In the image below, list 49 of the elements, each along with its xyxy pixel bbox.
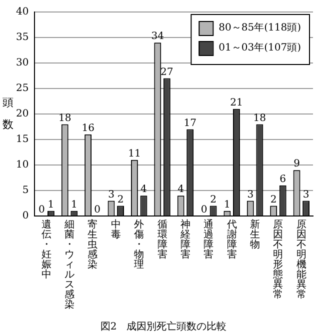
x-tick-label: 神経障害 [179, 218, 190, 261]
x-tick-label: 外傷・物理 [134, 220, 144, 271]
data-label: 27 [160, 66, 174, 78]
data-label: 0 [94, 204, 101, 216]
data-label: 0 [38, 204, 45, 216]
data-label: 2 [117, 194, 124, 206]
data-label: 3 [302, 189, 310, 200]
data-label: 1 [48, 199, 54, 210]
data-label: 4 [140, 184, 147, 196]
data-label: 9 [294, 158, 300, 170]
data-label: 2 [210, 194, 216, 206]
x-tick-label: 原因不明形態異常 [272, 220, 284, 301]
data-label: 1 [70, 199, 78, 210]
data-label: 3 [108, 189, 114, 200]
x-tick-label: 新生物 [250, 218, 260, 251]
data-label: 0 [200, 204, 208, 216]
y-tick-label: 30 [16, 58, 29, 69]
y-tick-label: 35 [16, 32, 29, 44]
data-label: 18 [58, 112, 72, 124]
text: 図2 成因別死亡頭数の比較 [100, 320, 227, 333]
data-label: 1 [224, 199, 230, 210]
x-tick-label: 通過障害 [204, 218, 214, 261]
data-label: 4 [178, 184, 184, 196]
x-tick-label: 中毒 [110, 218, 121, 241]
y-tick-label: 15 [16, 134, 29, 146]
x-tick-label: 循環障害 [157, 220, 168, 261]
legend-label: 01～03年(107頭) [218, 42, 302, 54]
y-tick-label: 10 [16, 160, 29, 171]
data-label: 21 [230, 97, 243, 108]
y-tick-label: 0 [22, 210, 29, 222]
legend-label: 80～85年(118頭) [218, 22, 302, 34]
data-label: 34 [151, 31, 164, 42]
x-tick-label: 代謝障害 [226, 220, 237, 261]
x-tick-label: 原因不明機能異常 [296, 220, 306, 301]
data-label: 16 [82, 122, 94, 134]
data-label: 2 [270, 194, 277, 206]
x-tick-label: 遺伝・妊娠中 [41, 218, 52, 281]
data-label: 18 [253, 112, 266, 124]
data-label: 3 [247, 189, 254, 200]
y-axis-title: 頭数 [2, 96, 14, 131]
y-tick-label: 5 [22, 185, 29, 196]
data-label: 6 [280, 174, 286, 185]
y-tick-label: 20 [16, 108, 29, 120]
data-label: 11 [128, 148, 141, 160]
x-tick-label: 寄生虫感染 [88, 218, 98, 271]
data-label: 17 [184, 118, 196, 129]
category-label: 細菌・ウィルス感染 [64, 220, 75, 311]
y-tick-label: 25 [16, 83, 29, 94]
y-tick-label: 40 [16, 6, 29, 18]
